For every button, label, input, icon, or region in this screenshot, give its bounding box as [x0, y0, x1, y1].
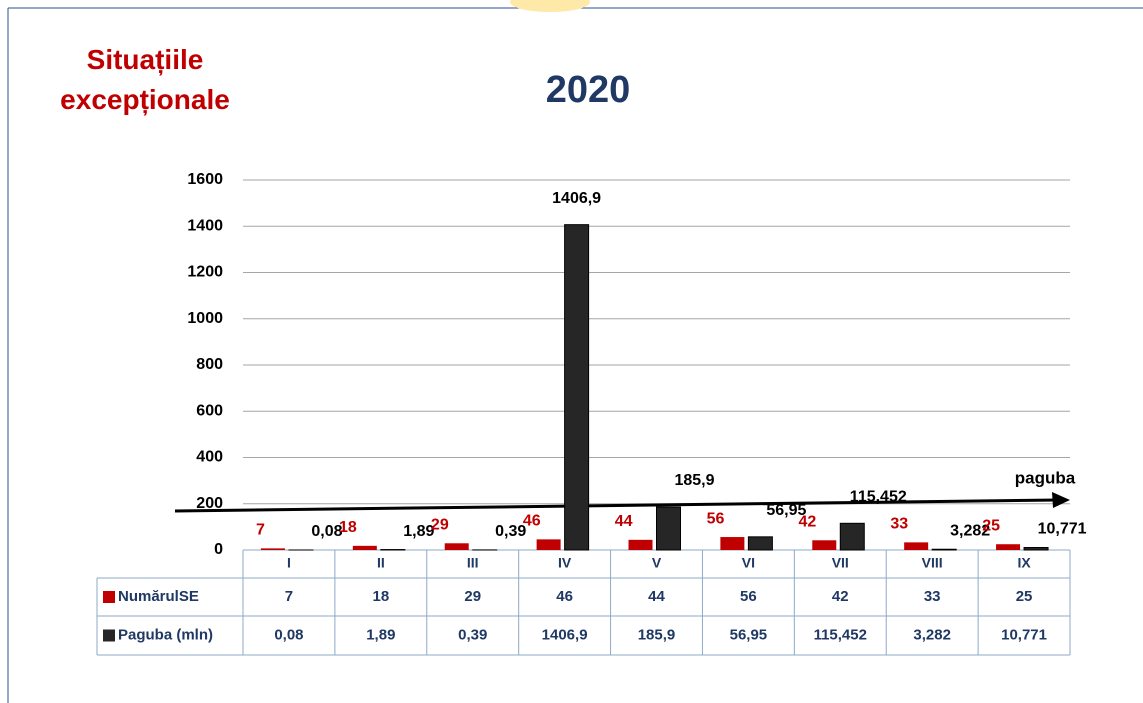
table-cell: 3,282: [913, 626, 951, 643]
x-tick-label: I: [287, 555, 291, 571]
y-tick-label: 1400: [187, 217, 223, 234]
y-tick-label: 600: [196, 402, 223, 419]
legend-swatch: [103, 629, 115, 642]
table-cell: 7: [285, 588, 293, 605]
bar: [839, 522, 865, 551]
bar: [444, 543, 469, 550]
bar: [628, 539, 653, 550]
data-label: 56,95: [766, 502, 806, 519]
data-label: 29: [431, 517, 449, 534]
x-tick-label: VII: [832, 555, 849, 571]
bar: [747, 536, 773, 551]
data-label: 185,9: [674, 472, 714, 489]
chart-title: 2020: [546, 69, 631, 111]
table-cell: 33: [924, 588, 941, 605]
y-tick-label: 0: [214, 541, 223, 558]
y-tick-label: 1200: [187, 264, 223, 281]
table-cell: 18: [372, 588, 389, 605]
decoration: [510, 0, 590, 12]
bar: [720, 537, 745, 550]
data-label: 10,771: [1038, 521, 1087, 538]
annotation: paguba: [1015, 468, 1076, 487]
arrow-head: [1052, 492, 1070, 508]
bar: [904, 542, 929, 550]
x-tick-label: VIII: [922, 555, 943, 571]
data-label: 0,39: [495, 523, 526, 540]
y-tick-label: 400: [196, 449, 223, 466]
table-cell: 29: [464, 588, 481, 605]
table-cell: 42: [832, 588, 849, 605]
data-label: 18: [339, 519, 357, 536]
table-cell: 1406,9: [542, 626, 588, 643]
bar: [996, 544, 1021, 550]
x-tick-label: IX: [1017, 555, 1031, 571]
table-cell: 0,39: [458, 626, 487, 643]
bar: [1023, 547, 1049, 551]
bar: [564, 224, 590, 551]
bar: [931, 548, 957, 551]
heading: Situațiile excepționale: [60, 44, 230, 115]
data-label: 3,282: [950, 522, 990, 539]
data-label: 25: [982, 517, 1000, 534]
x-tick-label: III: [467, 555, 479, 571]
data-label: 42: [798, 514, 816, 531]
table-cell: 0,08: [274, 626, 303, 643]
y-tick-label: 800: [196, 356, 223, 373]
x-tick-label: V: [652, 555, 662, 571]
data-label: 33: [890, 516, 908, 533]
table-cell: 185,9: [638, 626, 676, 643]
table-cell: 56,95: [730, 626, 768, 643]
y-tick-label: 200: [196, 495, 223, 512]
bar: [260, 548, 285, 550]
data-label: 46: [523, 513, 541, 530]
table-cell: 46: [556, 588, 573, 605]
y-tick-label: 1600: [187, 171, 223, 188]
trend-arrow: [174, 498, 1059, 513]
x-tick-label: IV: [558, 555, 572, 571]
legend-label: Paguba (mln): [118, 626, 213, 643]
legend-label: NumărulSE: [118, 588, 199, 605]
y-tick-label: 1000: [187, 310, 223, 327]
bar: [352, 545, 377, 550]
legend-swatch: [103, 591, 115, 603]
table-cell: 56: [740, 588, 757, 605]
table-cell: 115,452: [814, 626, 867, 643]
data-label: 115,452: [850, 489, 907, 506]
table-cell: 1,89: [366, 626, 395, 643]
bar: [812, 540, 837, 550]
bar: [656, 506, 681, 551]
data-label: 1406,9: [552, 190, 601, 207]
bar: [536, 539, 561, 550]
data-label: 0,08: [311, 523, 342, 540]
x-tick-label: VI: [742, 555, 755, 571]
data-label: 44: [615, 513, 633, 530]
table-cell: 44: [648, 588, 665, 605]
data-label: 7: [256, 522, 265, 539]
table-cell: 25: [1016, 588, 1033, 605]
data-label: 1,89: [403, 523, 434, 540]
x-tick-label: II: [377, 555, 385, 571]
table-cell: 10,771: [1001, 626, 1047, 643]
data-label: 56: [707, 510, 725, 527]
